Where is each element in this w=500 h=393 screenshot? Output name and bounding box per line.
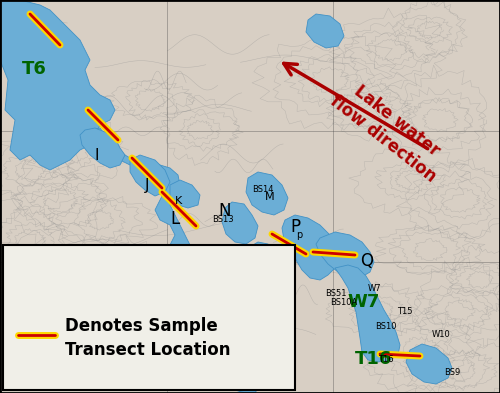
Text: T16: T16	[378, 355, 394, 364]
Polygon shape	[335, 265, 400, 362]
Text: J: J	[145, 178, 150, 193]
Polygon shape	[316, 232, 374, 278]
Polygon shape	[246, 242, 276, 268]
Polygon shape	[222, 202, 258, 244]
Polygon shape	[246, 172, 288, 215]
Bar	[3, 245, 295, 390]
Polygon shape	[406, 344, 452, 384]
Text: P: P	[290, 218, 300, 236]
Polygon shape	[306, 14, 344, 48]
Polygon shape	[130, 155, 170, 196]
Text: K: K	[175, 196, 182, 206]
Text: T15: T15	[397, 307, 412, 316]
Text: BS13: BS13	[212, 215, 234, 224]
Text: Lake water
flow direction: Lake water flow direction	[326, 74, 454, 185]
Text: W10: W10	[432, 330, 451, 339]
Text: I: I	[95, 148, 100, 163]
Text: p: p	[296, 230, 302, 240]
Polygon shape	[80, 128, 125, 168]
Polygon shape	[170, 180, 200, 208]
Polygon shape	[90, 128, 260, 393]
Text: N: N	[218, 202, 230, 220]
Text: M: M	[265, 192, 274, 202]
Text: W7: W7	[347, 293, 380, 311]
Text: BS10A: BS10A	[330, 298, 357, 307]
Text: BS51: BS51	[325, 289, 346, 298]
Text: L: L	[170, 210, 179, 228]
Text: T6: T6	[22, 60, 47, 78]
Text: W7: W7	[368, 284, 382, 293]
Text: O: O	[245, 252, 258, 270]
Text: BS9: BS9	[444, 368, 460, 377]
Text: T16: T16	[355, 350, 393, 368]
Polygon shape	[0, 0, 115, 170]
Text: BS10: BS10	[375, 322, 396, 331]
Text: Denotes Sample
Transect Location: Denotes Sample Transect Location	[65, 317, 230, 359]
Text: BS14: BS14	[252, 185, 274, 194]
Polygon shape	[282, 215, 340, 280]
Text: Q: Q	[360, 252, 373, 270]
Text: T12: T12	[261, 248, 276, 257]
